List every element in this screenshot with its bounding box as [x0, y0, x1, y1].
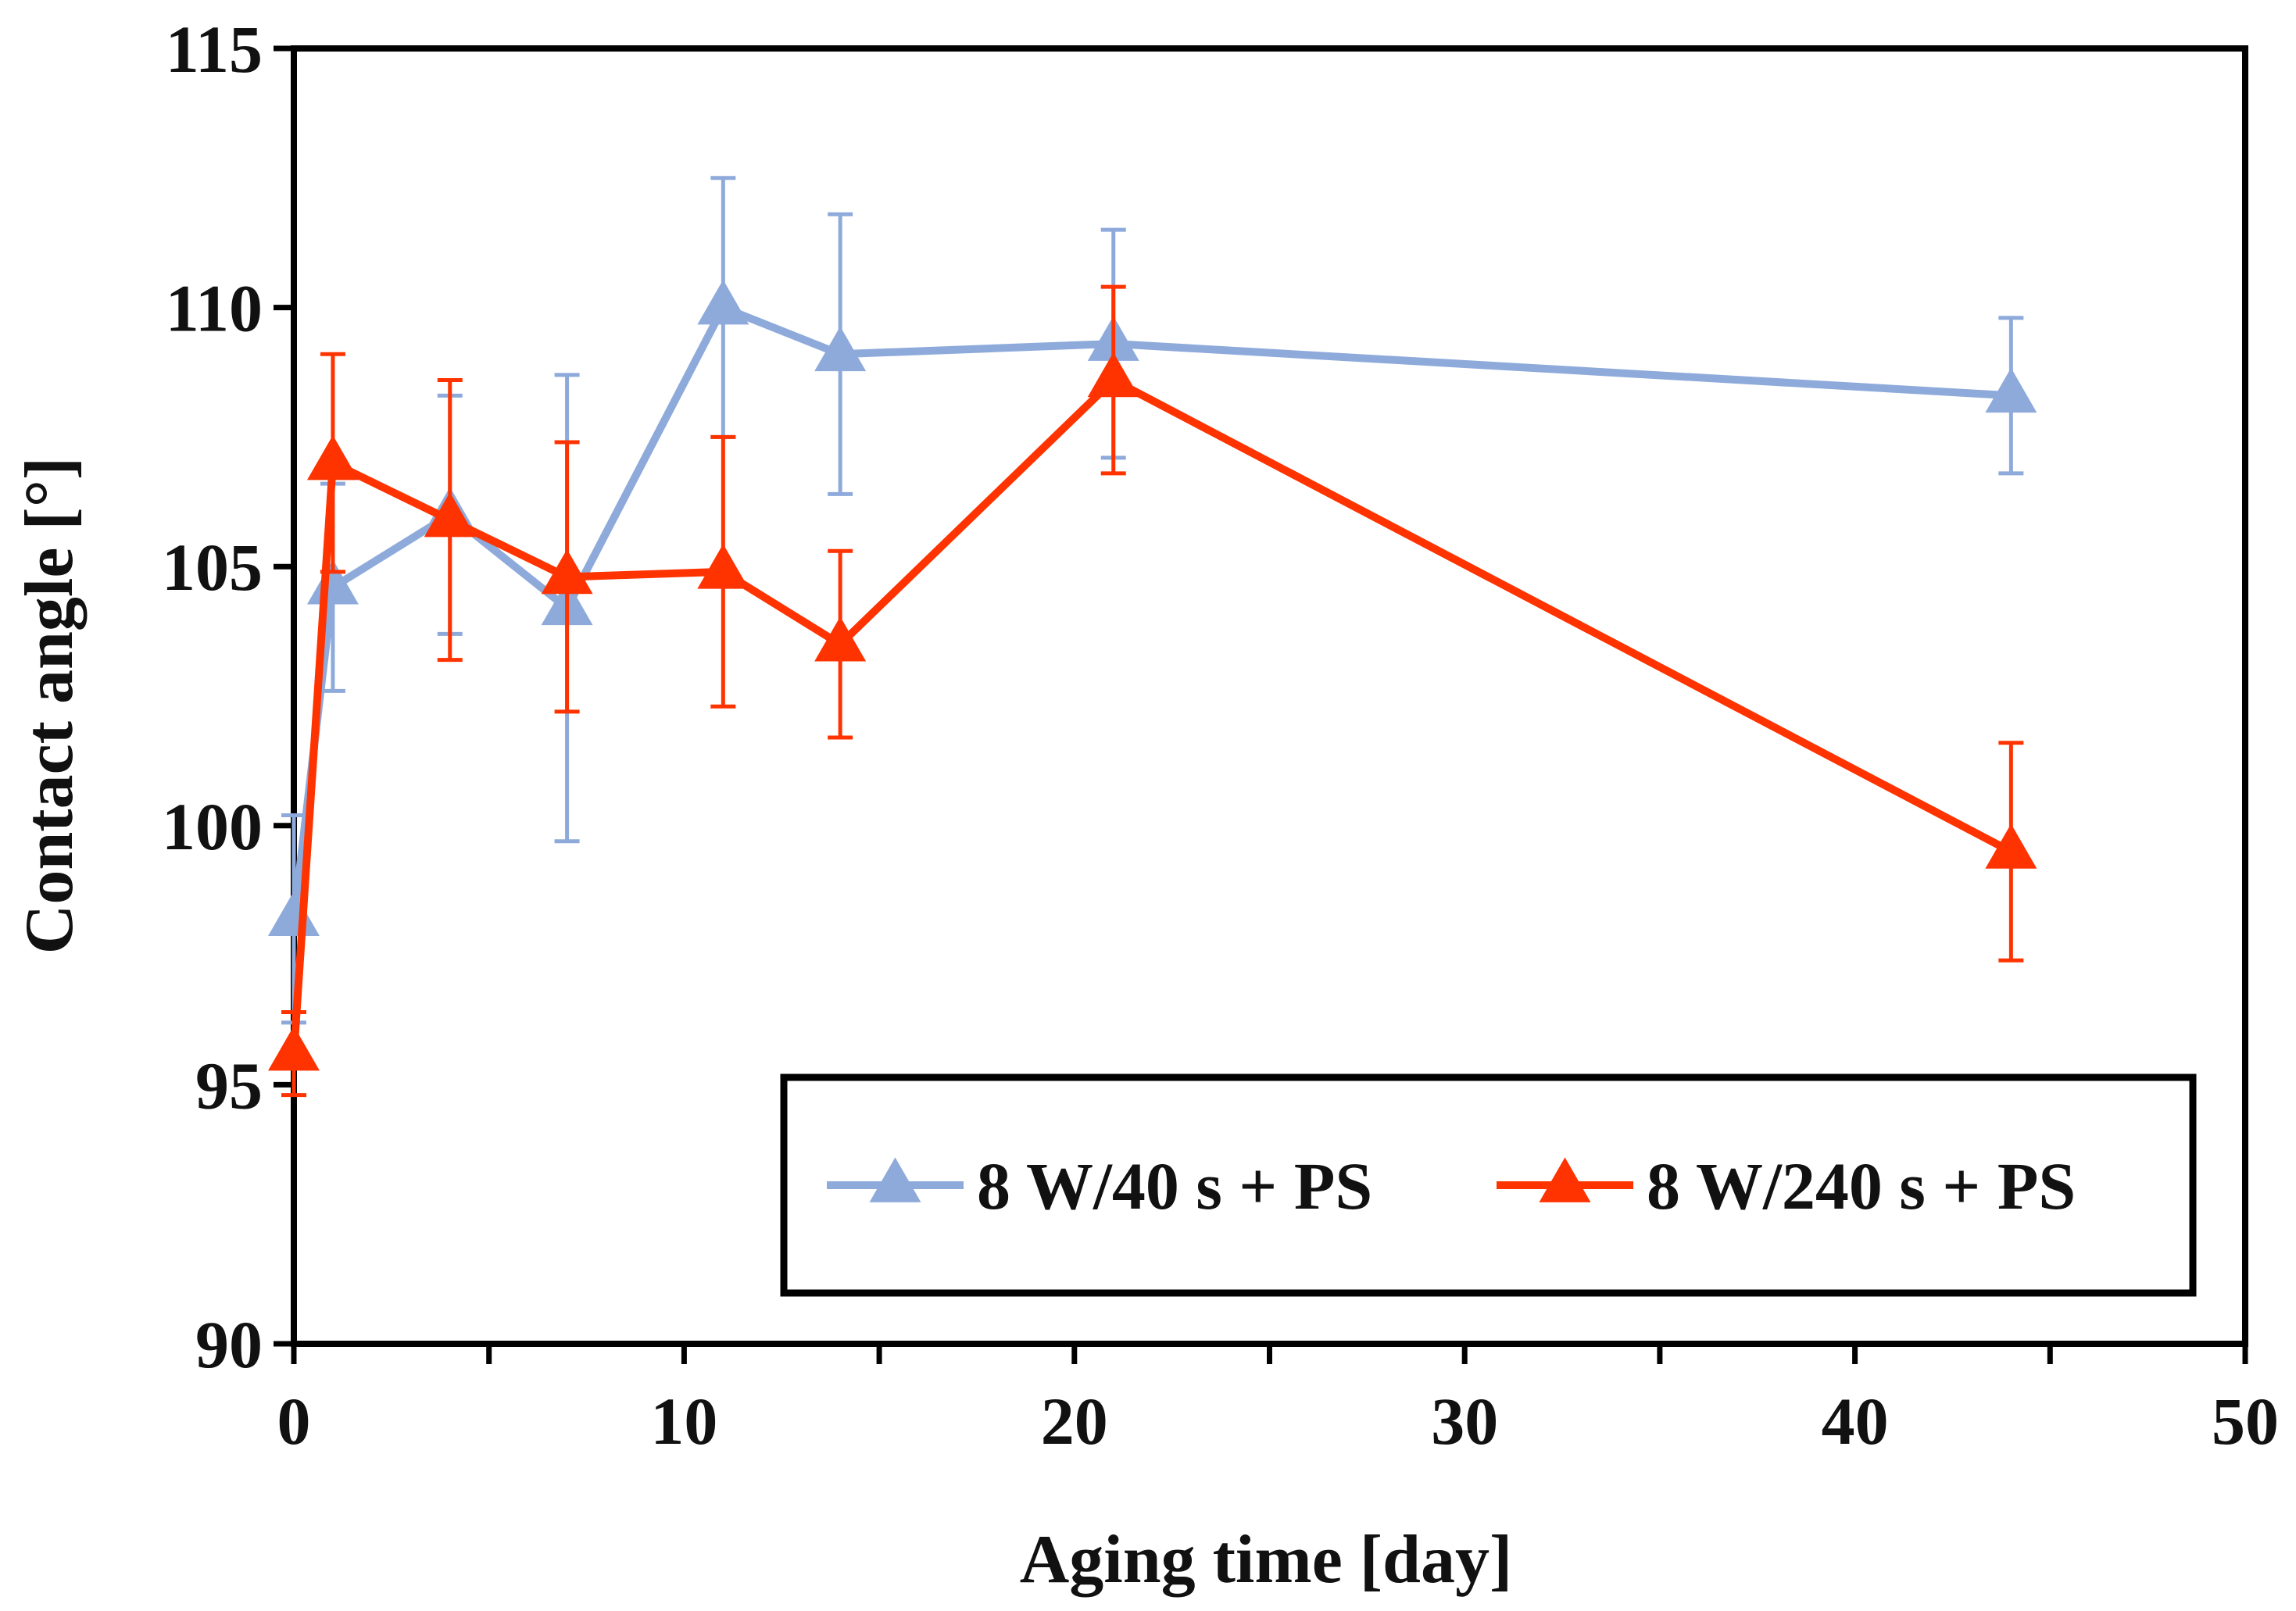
data-point [1985, 367, 2037, 413]
legend-marker-series-0 [869, 1157, 921, 1202]
y-tick-label: 115 [166, 12, 263, 87]
data-point [1087, 352, 1139, 398]
data-point [1985, 823, 2037, 869]
x-tick-label: 10 [650, 1384, 717, 1459]
data-point [814, 326, 867, 372]
x-tick-label: 20 [1041, 1384, 1108, 1459]
data-point [306, 434, 359, 480]
x-tick-label: 30 [1431, 1384, 1498, 1459]
legend-label-series-1: 8 W/240 s + PS [1647, 1148, 2076, 1223]
x-tick-label: 0 [277, 1384, 311, 1459]
data-point [541, 548, 593, 595]
series-line [290, 376, 2013, 1054]
series-0 [268, 176, 2037, 1025]
y-tick-label: 105 [162, 530, 263, 605]
series-line [290, 303, 2012, 920]
legend-box [780, 1073, 2197, 1297]
series-1 [268, 284, 2037, 1098]
legend: 8 W/40 s + PS 8 W/240 s + PS [780, 1073, 2197, 1297]
data-point [697, 544, 749, 589]
axes: 90 95 100 105 110 115 0 10 20 30 40 50 [162, 12, 2279, 1459]
x-axis-title: Aging time [day] [1020, 1522, 1513, 1598]
data-point [268, 1026, 320, 1071]
y-tick-label: 110 [166, 271, 263, 346]
y-axis-title: Contact angle [°] [12, 457, 88, 954]
x-tick-label: 50 [2212, 1384, 2279, 1459]
series-layer [268, 176, 2037, 1098]
data-point [814, 616, 867, 662]
y-tick-label: 95 [195, 1048, 263, 1123]
y-tick-label: 90 [195, 1307, 263, 1382]
legend-marker-series-1 [1539, 1157, 1591, 1202]
data-point [268, 891, 320, 936]
x-tick-label: 40 [1822, 1384, 1889, 1459]
data-point [424, 491, 476, 538]
y-tick-label: 100 [162, 789, 263, 864]
data-point [306, 559, 359, 605]
legend-label-series-0: 8 W/40 s + PS [977, 1148, 1372, 1223]
data-point [697, 279, 749, 325]
